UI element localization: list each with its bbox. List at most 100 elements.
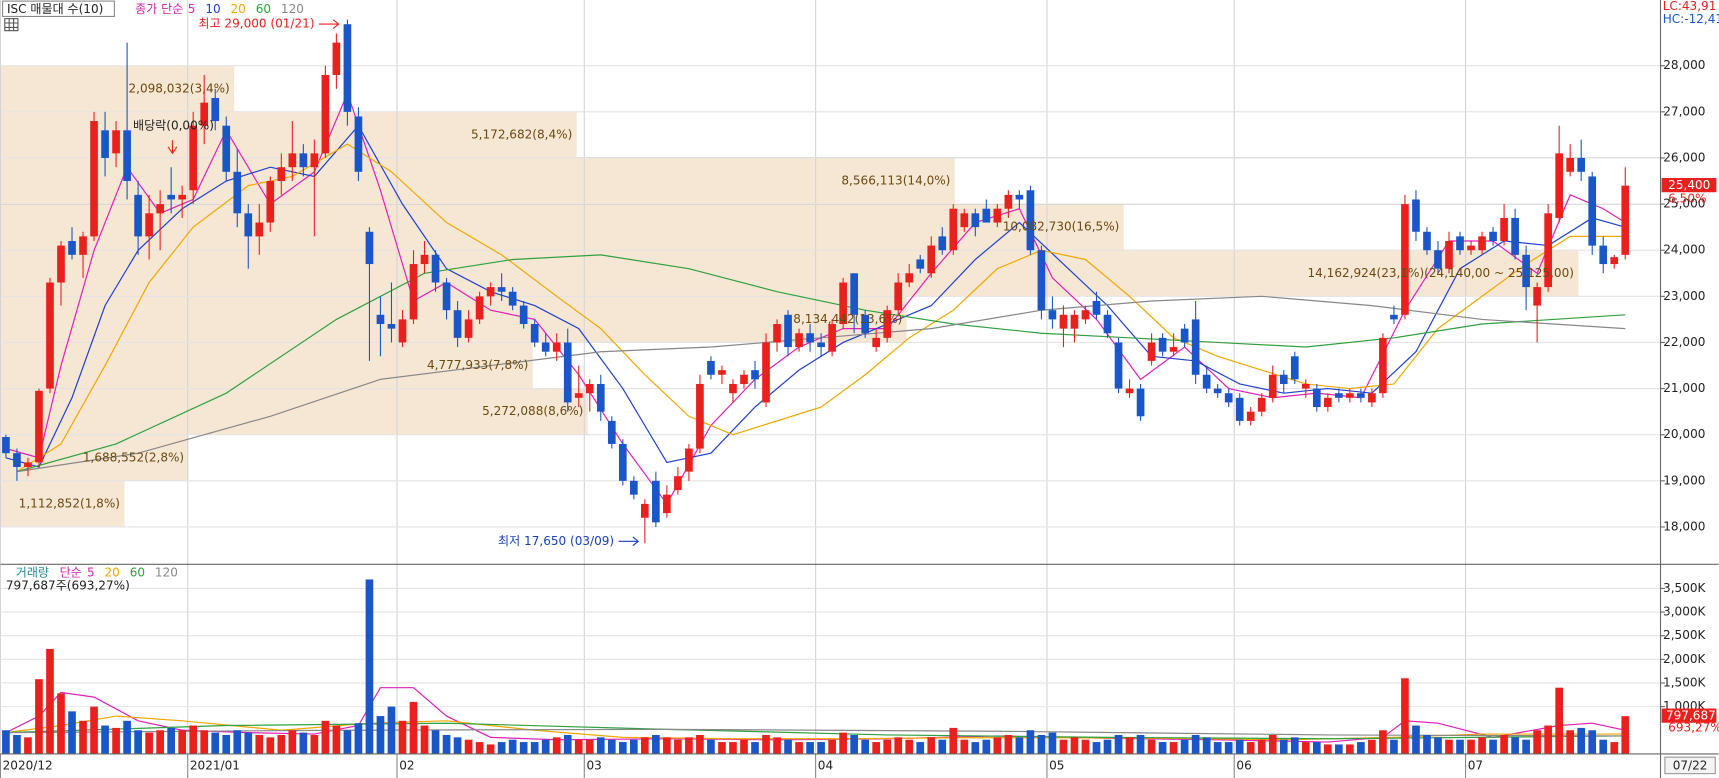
y-tick-label: 20,000 [1663,427,1705,441]
candle-body [674,476,682,491]
candle-body [222,125,231,172]
x-tick-label: 03 [586,758,601,772]
volume-bar [398,720,407,754]
volume-bar [1522,739,1530,754]
volume-bar [387,706,396,754]
volume-bar [894,737,903,754]
candle-body [1434,250,1442,269]
candle-body [1456,236,1464,251]
candle-body [387,324,396,329]
candle-body [244,213,253,237]
volume-bar [35,679,43,754]
candle-body [1015,194,1024,200]
profile-band [0,434,189,481]
volume-bar [288,730,297,754]
volume-bar [1621,716,1630,754]
candle-body [1136,388,1145,417]
volume-bar [1213,742,1222,754]
volume-bar [1577,727,1586,754]
volume-bar [817,742,825,754]
volume-bar [1357,742,1365,754]
volume-bar [13,734,21,754]
candle-body [442,282,451,311]
candle-body [1301,383,1310,389]
volume-bar [949,727,958,754]
low-annotation: 최저 17,650 (03/09) [498,534,614,548]
volume-bar [167,727,175,754]
candle-body [1566,157,1575,172]
candle-body [1599,245,1608,265]
high-arrow [318,19,340,29]
volume-bar [993,737,1002,754]
candle-body [112,130,120,154]
volume-bar [1070,737,1079,754]
y-tick-label: 23,000 [1663,289,1705,303]
volume-bar [57,693,65,754]
candle-body [134,194,142,237]
volume-bar [938,739,947,754]
volume-bar [883,739,892,754]
candle-body [1379,337,1387,394]
candle-body [1478,236,1486,251]
volume-y-tick-label: 1,500K [1663,675,1706,689]
candle-body [574,393,583,398]
volume-bar [178,730,187,754]
candle-body [1268,374,1277,398]
candle-body [1202,374,1211,389]
candle-body [486,287,495,297]
legend-entry: 5 [188,2,196,16]
volume-bar [663,737,671,754]
legend-entry: 20 [105,566,120,580]
low-arrow [618,536,640,547]
candle-body [718,370,726,375]
x-tick-label: 02 [399,758,414,772]
candle-body [552,342,561,352]
candle-body [1511,217,1519,255]
volume-bar [1478,737,1486,754]
volume-bar [762,734,770,754]
volume-bar [773,737,781,754]
volume-bar [1368,739,1376,754]
y-tick-label: 18,000 [1663,519,1705,533]
volume-y-tick-label: 2,000K [1663,652,1706,666]
x-tick-label: 06 [1236,758,1251,772]
volume-bar [850,734,858,754]
volume-bar [1412,725,1420,754]
candle-body [332,42,341,75]
volume-bar [1346,744,1354,754]
ma-line [5,728,1626,737]
legend-entry: 10 [205,2,220,16]
ma-line [5,687,1626,743]
volume-bar [960,739,969,754]
candle-body [530,324,539,343]
dividend-annotation: 배당락(0,00%) [133,119,214,133]
volume-legend-sub: 단순 [60,566,82,580]
table-icon[interactable] [4,18,19,32]
volume-bar [46,648,54,754]
volume-bar [1268,734,1277,754]
volume-bar [1224,742,1233,754]
candle-body [762,342,770,403]
y-tick-label: 24,000 [1663,243,1705,257]
volume-bar [1048,732,1057,754]
candle-body [729,383,737,394]
volume-bar [255,734,264,754]
candle-body [1335,393,1343,398]
candle-body [817,342,825,348]
price-change: 6,50% [1668,191,1706,205]
candle-body [938,236,947,251]
candle-body [905,273,914,283]
profile-label: 5,172,682(8,4%) [471,127,572,141]
candle-body [1368,393,1376,403]
volume-bar [1489,739,1497,754]
profile-label: 1,688,552(2,8%) [83,450,184,464]
candle-body [233,171,242,214]
volume-bar [1257,739,1266,754]
volume-bar [310,734,319,754]
volume-bar [233,730,242,754]
candle-body [145,213,153,237]
dividend-arrow [167,140,178,155]
volume-bar [1037,734,1046,754]
volume-bar [519,742,528,754]
